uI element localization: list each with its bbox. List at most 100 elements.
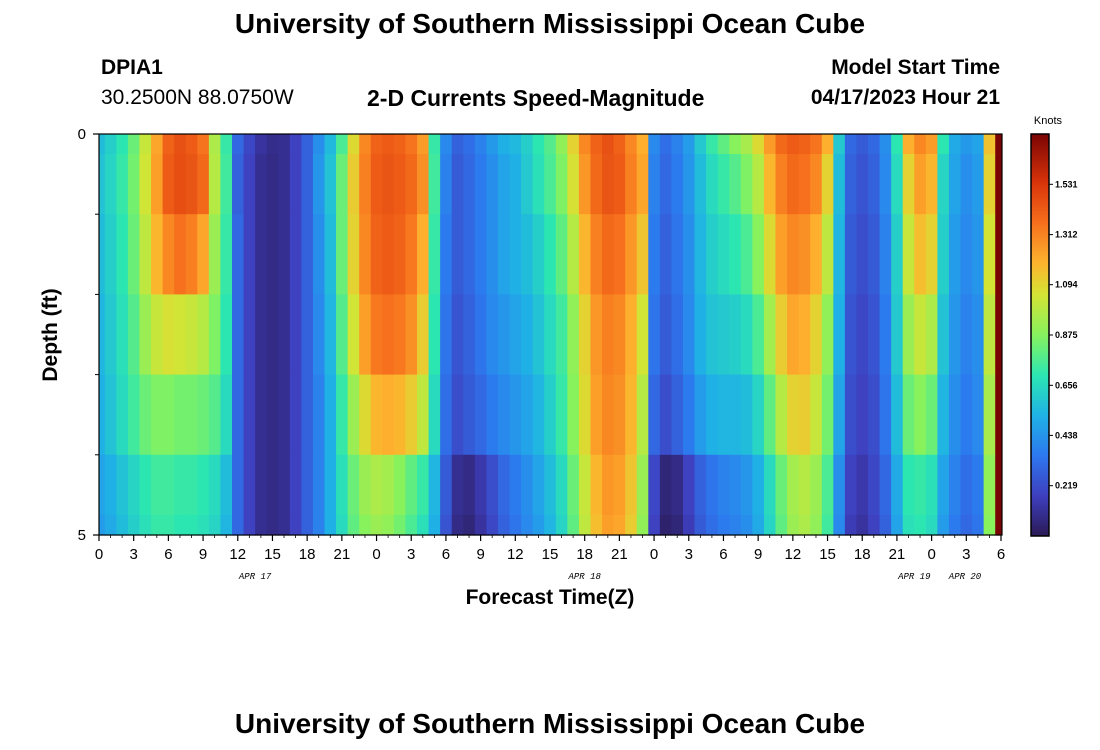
heatmap-cell [798,454,811,516]
heatmap-cell [440,214,453,295]
heatmap-cell [625,454,638,516]
heatmap-cell [532,214,545,295]
heatmap-cell [174,454,187,516]
heatmap-cell [451,214,464,295]
heatmap-cells [99,134,1002,536]
heatmap-cell [659,214,673,295]
x-axis-label: Forecast Time(Z) [466,586,635,609]
heatmap-cell [787,134,800,155]
heatmap-cell [509,514,522,536]
x-tick-label: 15 [819,546,836,563]
heatmap-cell [336,154,349,215]
heatmap-cell [925,454,938,516]
heatmap-cell [995,294,1002,376]
heatmap-cell [336,294,349,376]
x-tick-label: 3 [130,546,138,563]
heatmap-cell [648,294,661,376]
heatmap-cell [139,294,152,376]
heatmap-cell [694,374,707,456]
x-tick-label: 21 [334,546,351,563]
heatmap-cell [983,294,996,376]
x-tick-label: 6 [719,546,727,563]
heatmap-cell [312,454,326,516]
heatmap-cell [497,214,511,295]
heatmap-cell [567,134,580,155]
heatmap-cell [879,134,892,155]
heatmap-cell [393,374,407,456]
heatmap-cell [370,214,383,295]
heatmap-cell [740,454,753,516]
heatmap-cell [937,214,950,295]
heatmap-cell [174,514,187,536]
heatmap-cell [197,514,210,536]
heatmap-cell [417,454,430,516]
heatmap-cell [99,454,106,516]
heatmap-cell [937,294,950,376]
heatmap-cell [833,214,846,295]
heatmap-cell [451,454,464,516]
heatmap-cell [902,454,915,516]
heatmap-cell [740,514,753,536]
heatmap-cell [497,134,511,155]
heatmap-cell [879,514,892,536]
heatmap-cell [486,214,499,295]
heatmap-cell [405,154,418,215]
colorbar-tick-label: 0.438 [1055,430,1078,440]
heatmap-cell [440,514,453,536]
heatmap-cell [775,514,788,536]
heatmap-cell [694,214,707,295]
station-coordinates: 30.2500N 88.0750W [101,86,294,109]
heatmap-cell [775,294,788,376]
heatmap-cell [972,374,985,456]
heatmap-cell [474,134,487,155]
heatmap-cell [359,374,372,456]
heatmap-cell [983,374,996,456]
heatmap-cell [162,454,175,516]
heatmap-cell [336,374,349,456]
heatmap-cell [266,214,279,295]
heatmap-cell [868,154,881,215]
heatmap-cell [174,134,187,155]
heatmap-cell [278,454,291,516]
heatmap-cell [139,374,152,456]
heatmap-cell [948,214,962,295]
heatmap-cell [428,214,441,295]
heatmap-cell [393,514,407,536]
heatmap-cell [370,374,383,456]
heatmap-cell [833,154,846,215]
heatmap-cell [810,454,823,516]
heatmap-cell [671,454,684,516]
x-tick-label: 3 [685,546,693,563]
heatmap-cell [474,214,487,295]
heatmap-cell [717,134,730,155]
heatmap-cell [763,294,777,376]
heatmap-cell [359,454,372,516]
heatmap-cell [648,514,661,536]
heatmap-cell [405,134,418,155]
heatmap-cell [463,374,476,456]
heatmap-cell [336,134,349,155]
heatmap-cell [174,214,187,295]
heatmap-cell [359,294,372,376]
heatmap-cell [578,134,592,155]
heatmap-cell [324,214,337,295]
heatmap-cell [555,294,568,376]
heatmap-cell [948,514,962,536]
heatmap-cell [891,154,904,215]
heatmap-cell [255,134,268,155]
heatmap-cell [104,374,117,456]
heatmap-cell [497,514,511,536]
heatmap-cell [151,514,164,536]
heatmap-cell [798,134,811,155]
heatmap-cell [590,134,603,155]
heatmap-cell [648,154,661,215]
heatmap-cell [208,134,222,155]
page-title: University of Southern Mississippi Ocean… [234,8,866,39]
heatmap-cell [451,514,464,536]
colorbar-tick-label: 1.312 [1055,230,1078,240]
heatmap-cell [602,374,615,456]
heatmap-cell [139,134,152,155]
heatmap-cell [382,514,395,536]
colorbar: Knots 0.219 0.438 0.656 0.875 1.094 1.312 1.53… [1030,115,1078,537]
heatmap-cell [613,294,626,376]
